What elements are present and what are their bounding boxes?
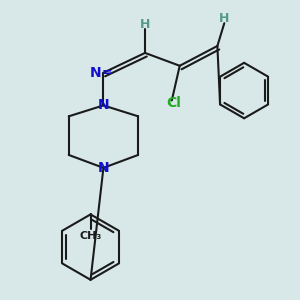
Text: =: = (101, 66, 112, 79)
Text: N: N (98, 161, 109, 175)
Text: H: H (219, 12, 230, 25)
Text: N: N (90, 66, 101, 80)
Text: CH₃: CH₃ (80, 231, 102, 241)
Text: H: H (140, 18, 150, 31)
Text: N: N (98, 98, 109, 112)
Text: Cl: Cl (166, 96, 181, 110)
